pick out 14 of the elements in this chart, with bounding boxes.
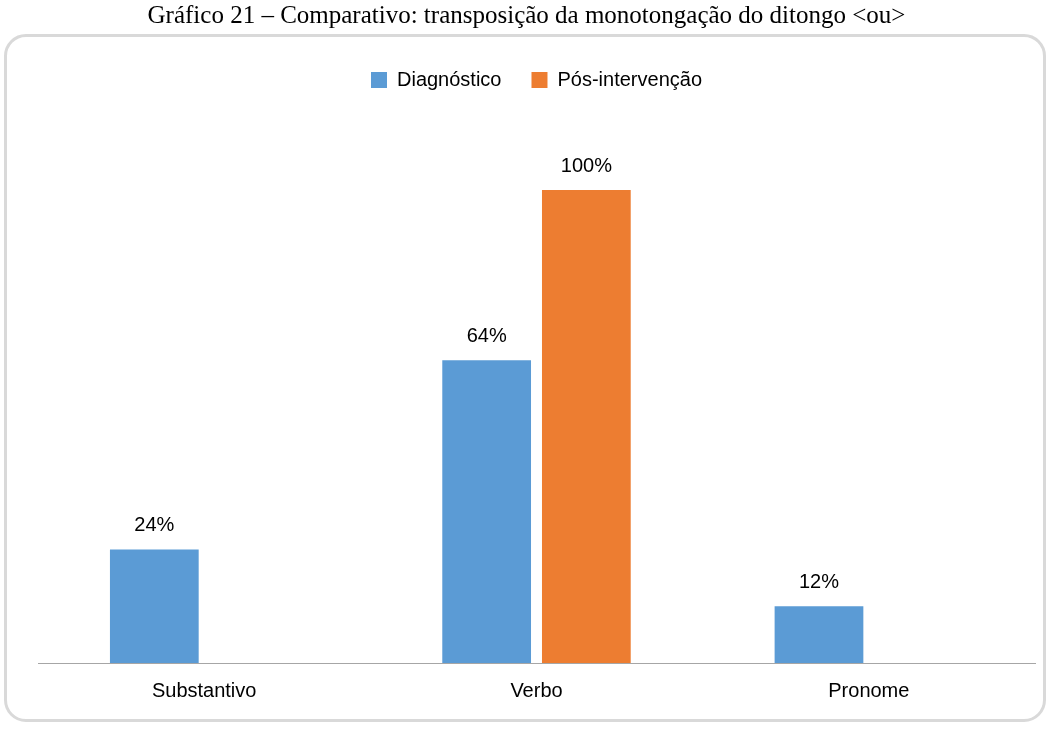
- x-tick-label: Verbo: [510, 678, 563, 701]
- chart-title: Gráfico 21 – Comparativo: transposição da monotongação do ditongo <ou>: [146, 0, 907, 30]
- bar: [541, 190, 631, 663]
- bar: [442, 360, 532, 663]
- x-tick-label: Substantivo: [151, 678, 257, 701]
- bar: [109, 549, 199, 663]
- legend-label: Pós-intervenção: [557, 67, 703, 90]
- data-label: 64%: [466, 323, 507, 346]
- data-label: 24%: [134, 513, 175, 535]
- x-tick-label: Pronome: [828, 678, 910, 701]
- data-label: 100%: [560, 153, 613, 176]
- bar: [774, 606, 864, 663]
- data-label: 12%: [798, 569, 840, 592]
- legend-label: Diagnóstico: [396, 67, 502, 90]
